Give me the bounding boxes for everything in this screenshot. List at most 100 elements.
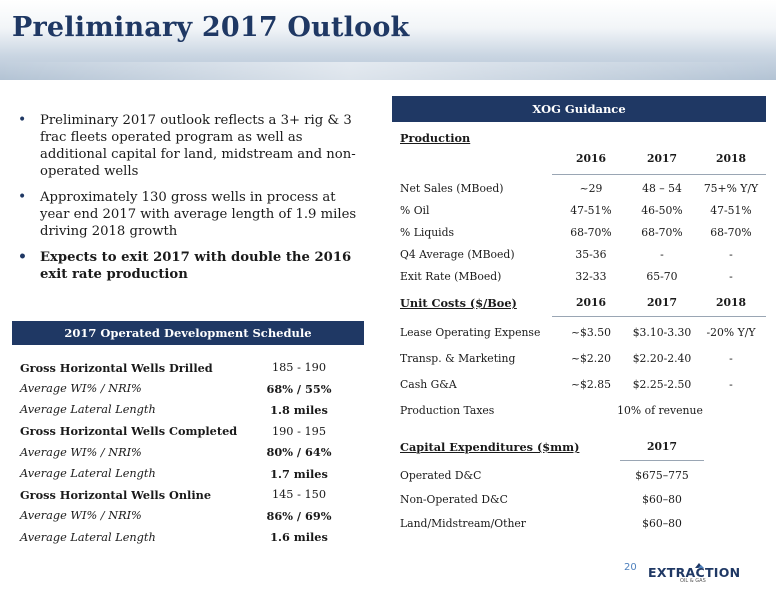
unit-costs-title: Unit Costs ($/Boe) [400, 296, 517, 310]
table-row: Transp. & Marketing ~$2.20 $2.20-2.40 - [392, 346, 766, 372]
table-row: Operated D&C $675–775 [392, 464, 766, 488]
development-schedule-table: 2017 Operated Development Schedule Gross… [12, 321, 364, 548]
row-value: 68% / 55% [266, 381, 332, 396]
cell: 47-51% [570, 204, 612, 217]
column-header: 2017 [646, 296, 678, 309]
table-row: Average WI% / NRI% 86% / 69% [12, 505, 364, 526]
row-label: Gross Horizontal Wells Completed [20, 424, 238, 439]
cell: $2.20-2.40 [632, 352, 692, 365]
column-header: 2017 [646, 440, 678, 453]
row-label: Average Lateral Length [20, 467, 156, 481]
cell: $60–80 [642, 517, 682, 530]
row-label: Transp. & Marketing [400, 352, 516, 365]
logo-subtext: OIL & GAS [680, 578, 706, 584]
cell: ~$3.50 [571, 326, 611, 339]
row-value: 1.8 miles [270, 402, 328, 417]
row-label: Net Sales (MBoed) [400, 182, 504, 195]
capex-title: Capital Expenditures ($mm) [400, 440, 580, 454]
row-label: Average WI% / NRI% [20, 445, 142, 459]
column-header: 2017 [646, 152, 678, 165]
bullet-icon: • [18, 189, 27, 205]
cell: ~$2.85 [571, 378, 611, 391]
logo-text: EXTRACTION [648, 565, 741, 580]
cell: - [729, 248, 733, 261]
xog-guidance-table: XOG Guidance Production 2016 2017 2018 N… [392, 96, 766, 536]
bullet-list: • Preliminary 2017 outlook reflects a 3+… [18, 112, 368, 292]
table-row: Exit Rate (MBoed) 32-33 65-70 - [392, 266, 766, 288]
divider-line [552, 174, 766, 175]
table-row: Average WI% / NRI% 80% / 64% [12, 442, 364, 463]
row-label: Exit Rate (MBoed) [400, 270, 502, 283]
cell: 75+% Y/Y [703, 182, 759, 195]
column-header: 2016 [575, 296, 607, 309]
row-label: Q4 Average (MBoed) [400, 248, 515, 261]
row-label: % Oil [400, 204, 430, 217]
cell: $2.25-2.50 [632, 378, 692, 391]
table-row: Gross Horizontal Wells Online 145 - 150 [12, 484, 364, 505]
row-label: Non-Operated D&C [400, 493, 508, 506]
header-band [0, 62, 776, 80]
production-title: Production [400, 131, 471, 145]
bullet-icon: • [18, 249, 27, 265]
divider [392, 170, 766, 178]
row-label: Average Lateral Length [20, 530, 156, 544]
cell: 68-70% [710, 226, 752, 239]
cell: 10% of revenue [617, 404, 703, 417]
cell: - [729, 378, 733, 391]
row-label: Cash G&A [400, 378, 457, 391]
bullet-text: Approximately 130 gross wells in process… [40, 190, 357, 239]
row-value: 80% / 64% [266, 445, 332, 460]
row-value: 190 - 195 [271, 424, 327, 438]
bullet-item: • Approximately 130 gross wells in proce… [18, 189, 368, 240]
table-row: % Liquids 68-70% 68-70% 68-70% [392, 222, 766, 244]
row-label: Gross Horizontal Wells Online [20, 487, 212, 502]
schedule-heading: 2017 Operated Development Schedule [12, 321, 364, 345]
row-value: 185 - 190 [271, 361, 327, 375]
bullet-item: • Expects to exit 2017 with double the 2… [18, 249, 368, 283]
row-label: Land/Midstream/Other [400, 517, 526, 530]
cell: 68-70% [570, 226, 612, 239]
table-row: Non-Operated D&C $60–80 [392, 488, 766, 512]
bullet-text: Expects to exit 2017 with double the 201… [40, 250, 352, 282]
divider [392, 458, 766, 464]
table-row: % Oil 47-51% 46-50% 47-51% [392, 200, 766, 222]
cell: $675–775 [635, 469, 689, 482]
divider [392, 314, 766, 320]
row-value: 145 - 150 [271, 488, 327, 502]
divider-line [552, 316, 766, 317]
cell: 68-70% [641, 226, 683, 239]
cell: 48 – 54 [642, 182, 682, 195]
cell: 65-70 [646, 270, 678, 283]
cell: - [729, 270, 733, 283]
table-row: Gross Horizontal Wells Drilled 185 - 190 [12, 357, 364, 378]
cell: 47-51% [710, 204, 752, 217]
table-row: Average Lateral Length 1.7 miles [12, 463, 364, 484]
table-row: Average Lateral Length 1.8 miles [12, 399, 364, 420]
cell: ~$2.20 [571, 352, 611, 365]
column-header: 2018 [715, 152, 747, 165]
row-value: 86% / 69% [266, 508, 332, 523]
table-row: Cash G&A ~$2.85 $2.25-2.50 - [392, 372, 766, 398]
table-row: Gross Horizontal Wells Completed 190 - 1… [12, 421, 364, 442]
cell: - [660, 248, 664, 261]
row-value: 1.7 miles [270, 466, 328, 481]
bullet-text: Preliminary 2017 outlook reflects a 3+ r… [40, 113, 356, 179]
production-title-row: Production [392, 128, 766, 148]
column-header: 2018 [715, 296, 747, 309]
guidance-heading: XOG Guidance [392, 96, 766, 122]
divider-line [620, 460, 704, 461]
production-header-row: 2016 2017 2018 [392, 148, 766, 170]
cell: 35-36 [575, 248, 607, 261]
cell: 32-33 [575, 270, 607, 283]
page-number: 20 [624, 562, 637, 573]
row-label: Lease Operating Expense [400, 326, 541, 339]
table-row: Average Lateral Length 1.6 miles [12, 527, 364, 548]
table-row: Production Taxes 10% of revenue [392, 398, 766, 424]
capex-header-row: Capital Expenditures ($mm) 2017 [392, 436, 766, 458]
table-row: Lease Operating Expense ~$3.50 $3.10-3.3… [392, 320, 766, 346]
table-row: Land/Midstream/Other $60–80 [392, 512, 766, 536]
logo-mark-icon [695, 563, 704, 568]
extraction-logo: EXTRACTION OIL & GAS [646, 562, 741, 588]
page-title: Preliminary 2017 Outlook [12, 12, 410, 43]
cell: 46-50% [641, 204, 683, 217]
